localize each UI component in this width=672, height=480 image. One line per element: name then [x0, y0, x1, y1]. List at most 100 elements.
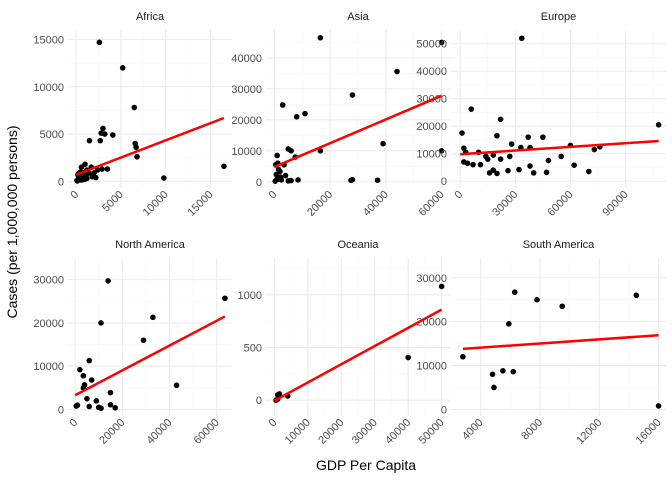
data-point	[459, 130, 465, 136]
y-tick-label: 10000	[33, 82, 64, 94]
data-point	[484, 156, 491, 162]
data-point	[98, 320, 104, 326]
y-tick-label: 10000	[33, 361, 64, 373]
data-point	[438, 148, 445, 154]
data-point	[282, 172, 289, 179]
facet-title: South America	[523, 239, 595, 251]
data-point	[494, 170, 500, 177]
y-tick-label: 0	[256, 395, 262, 407]
data-point	[655, 122, 662, 128]
data-point	[491, 384, 497, 391]
data-point	[76, 366, 83, 373]
data-point	[295, 177, 301, 183]
data-point	[140, 337, 147, 344]
x-tick-label: 8000	[519, 417, 545, 443]
data-point	[505, 167, 511, 174]
x-tick-label: 60000	[417, 189, 447, 219]
data-point	[275, 176, 282, 183]
data-point	[571, 162, 577, 168]
panel-background	[451, 30, 666, 188]
data-point	[380, 140, 386, 147]
y-tick-label: 30000	[416, 273, 447, 285]
data-point	[96, 39, 103, 46]
data-point	[468, 106, 475, 112]
data-point	[508, 141, 515, 147]
data-point	[84, 175, 90, 182]
data-point	[94, 167, 101, 173]
data-point	[279, 102, 286, 108]
x-tick-label: 10000	[283, 417, 313, 447]
x-tick-label: 0	[267, 189, 280, 202]
data-point	[486, 170, 493, 176]
data-point	[438, 39, 445, 46]
data-point	[525, 134, 531, 140]
data-point	[543, 169, 550, 176]
y-tick-label: 50000	[416, 39, 447, 51]
x-tick-label: 16000	[634, 417, 664, 447]
data-point	[93, 398, 100, 404]
data-point	[530, 170, 537, 176]
x-tick-label: 40000	[383, 417, 413, 447]
data-point	[477, 161, 484, 168]
data-point	[506, 321, 512, 327]
facet-title: Oceania	[338, 239, 380, 251]
fit-line	[460, 139, 659, 156]
y-tick-label: 5000	[40, 129, 64, 141]
y-tick-label: 10000	[231, 146, 262, 158]
data-point	[558, 153, 565, 160]
y-tick-label: 1000	[238, 290, 262, 302]
data-point	[497, 156, 504, 162]
data-point	[134, 153, 140, 160]
data-point	[293, 113, 300, 120]
data-point	[288, 148, 294, 154]
panel-background	[68, 30, 232, 188]
data-point	[490, 152, 497, 158]
data-point	[222, 295, 228, 302]
facet-title: Africa	[136, 11, 165, 23]
x-tick-label: 0	[267, 417, 280, 430]
data-point	[80, 372, 87, 379]
x-tick-label: 10000	[141, 189, 171, 219]
facet-title: Asia	[347, 11, 369, 23]
x-tick-label: 0	[68, 189, 81, 202]
y-tick-label: 0	[58, 176, 64, 188]
data-point	[302, 110, 308, 117]
data-point	[545, 157, 552, 164]
y-tick-label: 20000	[33, 318, 64, 330]
data-point	[161, 175, 167, 181]
data-point	[527, 163, 533, 169]
data-point	[84, 395, 90, 402]
data-point	[110, 132, 116, 138]
data-point	[497, 116, 504, 123]
data-point	[78, 177, 85, 183]
y-tick-label: 30000	[33, 275, 64, 287]
data-point	[559, 303, 566, 310]
data-point	[494, 132, 500, 139]
facet-title: Europe	[541, 11, 576, 23]
data-point	[586, 168, 592, 175]
y-tick-label: 20000	[416, 317, 447, 329]
data-point	[349, 92, 356, 98]
x-axis-title: GDP Per Capita	[316, 457, 416, 473]
data-point	[105, 278, 111, 284]
data-point	[394, 68, 400, 75]
data-point	[104, 166, 111, 172]
y-tick-label: 0	[256, 177, 262, 189]
data-point	[86, 403, 93, 410]
data-point	[464, 160, 471, 167]
data-point	[500, 367, 506, 374]
x-tick-label: 60000	[545, 189, 575, 219]
x-tick-label: 90000	[601, 189, 631, 219]
data-point	[349, 176, 356, 183]
panel-europe: 0 10000 20000 30000 40000 50000 0 30000 60000 900…	[416, 11, 666, 219]
data-point	[507, 153, 513, 160]
data-point	[516, 166, 522, 173]
y-tick-label: 15000	[33, 34, 64, 46]
y-tick-label: 40000	[231, 53, 262, 65]
x-tick-label: 20000	[97, 417, 127, 447]
x-tick-label: 0	[452, 189, 465, 202]
fit-line	[273, 94, 443, 169]
data-point	[317, 34, 324, 41]
x-tick-label: 40000	[144, 417, 174, 447]
